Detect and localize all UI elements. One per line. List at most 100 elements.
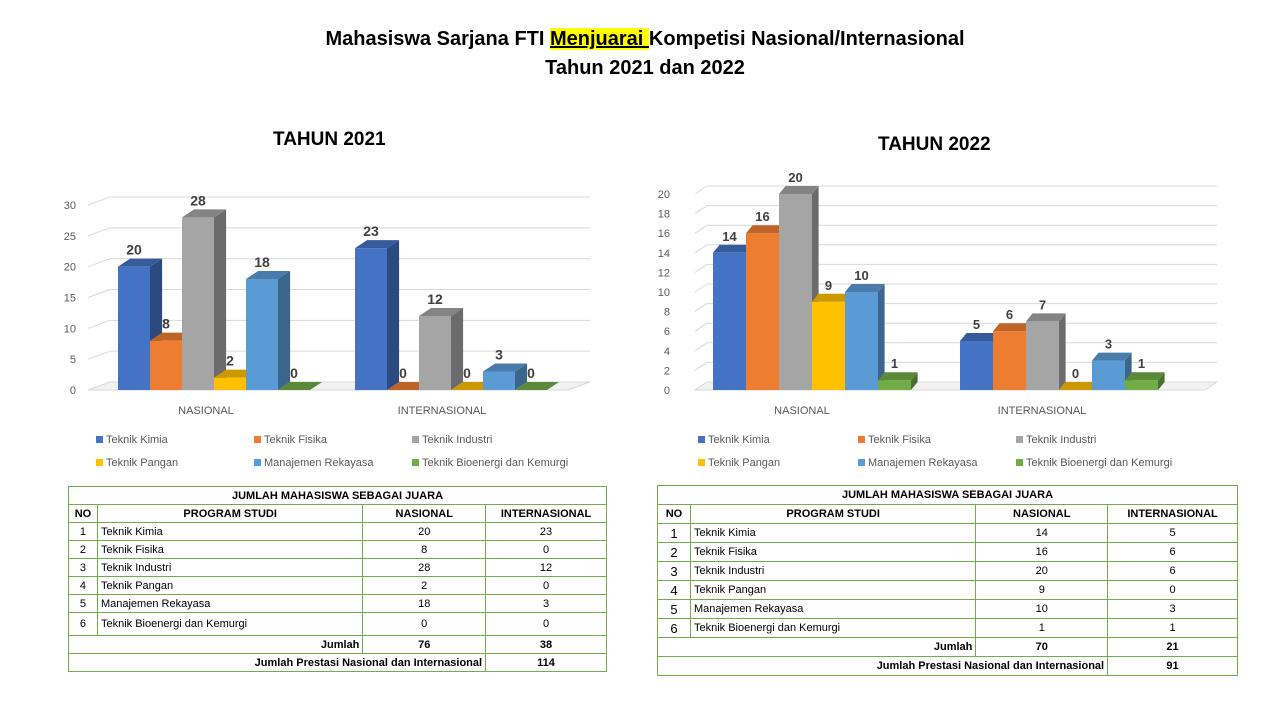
chart-2022-legend: Teknik Kimia Teknik Fisika Teknik Industri… [640, 0, 1280, 480]
legend-item: Teknik Kimia [96, 434, 168, 446]
row-internasional: 3 [1107, 599, 1238, 619]
legend-label: Teknik Fisika [264, 434, 327, 446]
table-row: 5 Manajemen Rekayasa 18 3 [68, 594, 607, 613]
row-no: 2 [657, 542, 691, 562]
bar [515, 382, 560, 390]
data-label: 3 [1105, 337, 1112, 352]
gridline-side [694, 263, 708, 273]
bar-top [515, 382, 560, 390]
row-nasional: 18 [362, 594, 487, 613]
row-nasional: 14 [975, 523, 1109, 543]
bar-top [483, 363, 528, 372]
chart-2022-title: TAHUN 2022 [878, 134, 991, 155]
legend-swatch [1016, 459, 1023, 466]
data-label: 8 [162, 316, 170, 332]
data-label: 20 [788, 170, 802, 185]
page-title: Mahasiswa Sarjana FTI Menjuarai Kompetis… [0, 28, 1280, 51]
col-internasional: INTERNASIONAL [1107, 504, 1238, 524]
data-label: 0 [1072, 366, 1079, 381]
data-label: 14 [722, 229, 737, 244]
gridline-side [694, 224, 708, 234]
legend-label: Teknik Kimia [106, 434, 168, 446]
legend-label: Teknik Fisika [868, 434, 931, 446]
row-internasional: 0 [485, 612, 607, 636]
bar-front [1125, 380, 1158, 390]
row-nasional: 1 [975, 618, 1109, 638]
col-nasional: NASIONAL [362, 504, 487, 523]
legend-label: Teknik Bioenergi dan Kemurgi [422, 457, 569, 469]
table-row: 2 Teknik Fisika 16 6 [657, 542, 1238, 562]
page-subtitle: Tahun 2021 dan 2022 [545, 57, 745, 79]
bar [1026, 313, 1066, 390]
gridline-side [694, 244, 708, 254]
category-label: INTERNASIONAL [998, 405, 1087, 417]
bar-top [878, 372, 918, 381]
bar [118, 258, 163, 390]
bar-top [118, 258, 163, 267]
bar-side [911, 372, 918, 390]
row-internasional: 6 [1107, 542, 1238, 562]
row-internasional: 23 [485, 522, 607, 541]
y-tick-label: 0 [664, 385, 670, 397]
bar-top [1092, 352, 1132, 361]
bar [1059, 382, 1099, 390]
table-row: 6 Teknik Bioenergi dan Kemurgi 1 1 [657, 618, 1238, 638]
y-tick-label: 6 [664, 326, 670, 338]
row-no: 5 [657, 599, 691, 619]
bar-top [419, 308, 464, 316]
bar-side [278, 271, 291, 390]
row-no: 4 [68, 576, 98, 595]
legend-swatch [254, 459, 261, 466]
row-no: 3 [68, 558, 98, 577]
gridline-side [694, 185, 708, 195]
row-nasional: 0 [362, 612, 487, 636]
bar-top [1059, 382, 1099, 390]
row-internasional: 0 [485, 576, 607, 595]
gridline-side [87, 350, 111, 360]
bar-side [1158, 372, 1165, 390]
bar-top [246, 271, 291, 279]
bar-front [993, 331, 1026, 390]
row-internasional: 0 [1107, 580, 1238, 600]
bar [355, 240, 400, 390]
bar-side [1059, 313, 1066, 390]
data-label: 18 [254, 254, 270, 270]
table-row: 4 Teknik Pangan 2 0 [68, 576, 607, 595]
col-nasional: NASIONAL [975, 504, 1109, 524]
data-label: 10 [854, 268, 868, 283]
table-header-title: JUMLAH MAHASISWA SEBAGAI JUARA [68, 486, 607, 505]
bar-top [1026, 313, 1066, 322]
total-label: Jumlah Prestasi Nasional dan Internasion… [67, 653, 487, 672]
gridline-side [87, 258, 111, 268]
table-2021: JUMLAH MAHASISWA SEBAGAI JUARA NO PROGRA… [67, 486, 607, 672]
table-row: 4 Teknik Pangan 9 0 [657, 580, 1238, 600]
row-program-studi: Teknik Pangan [689, 580, 977, 600]
bar [246, 271, 291, 390]
bar-side [387, 240, 400, 390]
table-row: 1 Teknik Kimia 20 23 [68, 522, 607, 541]
bar-front [1092, 360, 1125, 390]
row-internasional: 5 [1107, 523, 1238, 543]
row-nasional: 16 [975, 542, 1109, 562]
bar [278, 382, 323, 390]
title-highlight: Menjuarai [549, 28, 649, 50]
y-tick-label: 5 [70, 354, 76, 366]
legend-item: Teknik Industri [1016, 434, 1096, 446]
gridline-side [87, 196, 111, 206]
legend-swatch [698, 459, 705, 466]
data-label: 23 [363, 223, 379, 239]
data-label: 3 [495, 347, 503, 363]
bar-front [845, 292, 878, 390]
col-no: NO [657, 504, 691, 524]
y-tick-label: 10 [64, 323, 76, 335]
table-row: 6 Teknik Bioenergi dan Kemurgi 0 0 [68, 612, 607, 636]
bar-top [1125, 372, 1165, 381]
row-program-studi: Teknik Kimia [96, 522, 364, 541]
row-internasional: 0 [485, 540, 607, 559]
y-tick-label: 20 [64, 262, 76, 274]
legend-label: Manajemen Rekayasa [264, 457, 374, 469]
table-row: 3 Teknik Industri 28 12 [68, 558, 607, 577]
row-program-studi: Teknik Bioenergi dan Kemurgi [96, 612, 364, 636]
bar [483, 363, 528, 390]
data-label: 20 [126, 242, 142, 258]
